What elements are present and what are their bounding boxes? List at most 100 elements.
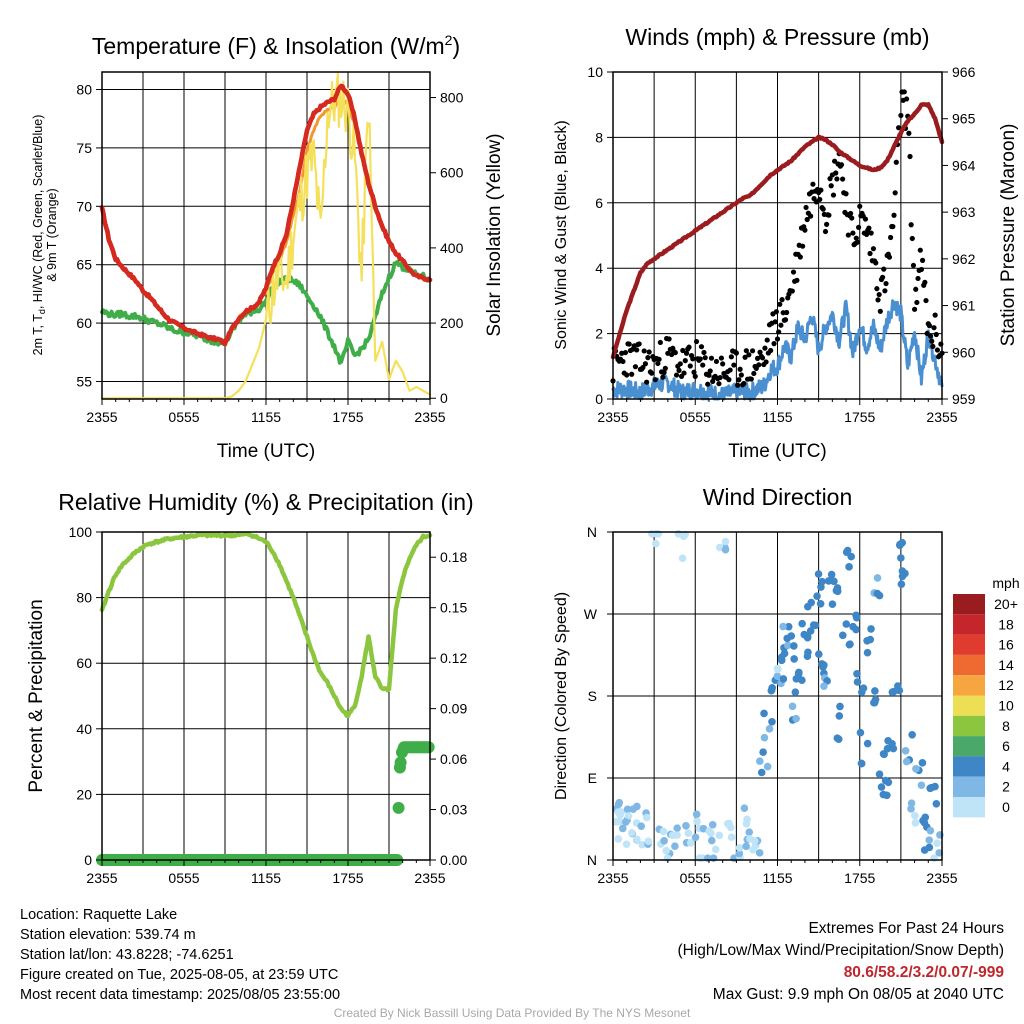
gust-point xyxy=(727,367,733,373)
x-tick-label: 2355 xyxy=(597,409,628,425)
direction-point xyxy=(813,592,821,600)
direction-point xyxy=(790,655,798,663)
gust-point xyxy=(797,254,803,260)
gust-point xyxy=(764,337,770,343)
direction-point xyxy=(849,622,857,631)
gust-point xyxy=(833,170,839,176)
direction-point xyxy=(763,762,772,771)
legend-swatch xyxy=(953,715,985,737)
direction-point xyxy=(838,631,847,640)
direction-point xyxy=(911,819,920,827)
direction-point xyxy=(883,791,891,800)
gust-point xyxy=(693,338,700,345)
x-axis-label: Time (UTC) xyxy=(217,441,316,462)
direction-point xyxy=(917,781,926,790)
gust-point xyxy=(818,187,824,193)
x-tick-label: 0555 xyxy=(680,409,711,425)
gust-point xyxy=(718,355,725,361)
series-td-line xyxy=(100,260,432,365)
gust-point xyxy=(898,112,904,119)
chart-title: Temperature (F) & Insolation (W/m2) xyxy=(92,32,460,59)
x-tick-label: 2355 xyxy=(86,409,117,425)
direction-point xyxy=(930,854,938,862)
max-gust-text: Max Gust: 9.9 mph On 08/05 at 2040 UTC xyxy=(712,986,1004,1003)
y2-tick-label: 0.00 xyxy=(440,852,467,868)
direction-point xyxy=(834,735,843,743)
direction-point xyxy=(682,822,690,830)
direction-point xyxy=(788,702,797,711)
x-tick-label: 1155 xyxy=(762,870,792,886)
gust-point xyxy=(634,347,640,353)
direction-point xyxy=(795,668,803,677)
y-tick-label: N xyxy=(587,852,597,868)
x-tick-label: 0555 xyxy=(680,870,711,886)
gust-point xyxy=(790,269,797,275)
y-tick-label: S xyxy=(588,688,597,704)
direction-point xyxy=(711,845,720,854)
gust-point xyxy=(705,381,711,387)
legend-label: 14 xyxy=(998,657,1014,673)
direction-point xyxy=(638,840,646,849)
y2-tick-label: 960 xyxy=(952,344,976,360)
direction-point xyxy=(853,678,862,686)
gust-point xyxy=(824,221,830,227)
direction-point xyxy=(779,675,788,683)
gust-point xyxy=(741,380,747,387)
gust-point xyxy=(681,370,687,376)
gust-point xyxy=(660,374,666,380)
y2-tick-label: 966 xyxy=(952,64,976,80)
gust-point xyxy=(622,349,629,356)
direction-point xyxy=(907,799,916,807)
gust-point xyxy=(702,355,708,361)
y-tick-label: 70 xyxy=(76,198,92,214)
direction-point xyxy=(932,800,941,808)
direction-point xyxy=(809,621,818,629)
gust-point xyxy=(763,359,769,365)
gust-point xyxy=(757,349,763,355)
gust-point xyxy=(652,377,658,383)
gust-point xyxy=(913,286,919,292)
legend-title: mph xyxy=(992,575,1019,591)
y2-tick-label: 965 xyxy=(952,111,976,127)
direction-point xyxy=(870,698,878,707)
y-tick-label: 65 xyxy=(76,257,92,273)
gust-point xyxy=(840,176,846,182)
direction-point xyxy=(931,782,939,791)
gust-point xyxy=(803,204,809,211)
chart-title: Winds (mph) & Pressure (mb) xyxy=(625,24,929,50)
direction-point xyxy=(757,768,766,777)
direction-point xyxy=(678,554,687,563)
y2-tick-label: 0.03 xyxy=(440,802,467,818)
direction-point xyxy=(871,687,879,695)
direction-point xyxy=(918,759,927,767)
series-relative-humidity-line xyxy=(99,531,433,719)
gust-point xyxy=(822,228,829,235)
direction-point xyxy=(867,625,875,633)
gust-point xyxy=(726,377,732,383)
gust-point xyxy=(698,344,705,350)
legend-label: 6 xyxy=(1002,738,1010,754)
direction-point xyxy=(901,747,910,755)
series-2m-t-line xyxy=(99,83,433,347)
direction-point xyxy=(907,805,915,813)
direction-point xyxy=(883,744,892,753)
gust-point xyxy=(876,291,882,298)
legend-label: 4 xyxy=(1002,758,1010,774)
gust-point xyxy=(895,125,902,131)
gust-point xyxy=(736,377,742,383)
direction-point xyxy=(652,530,660,538)
direction-point xyxy=(807,598,816,607)
direction-point xyxy=(659,827,668,836)
y-tick-label: E xyxy=(588,770,597,786)
gust-point xyxy=(830,192,837,198)
direction-point xyxy=(908,730,916,739)
direction-point xyxy=(693,817,701,826)
gust-point xyxy=(646,349,652,355)
gust-point xyxy=(642,361,649,367)
x-tick-label: 1155 xyxy=(762,409,792,425)
gust-point xyxy=(929,338,935,344)
direction-point xyxy=(853,670,861,678)
legend-swatch xyxy=(953,634,985,655)
gust-point xyxy=(832,158,838,164)
extremes-title: Extremes For Past 24 Hours xyxy=(808,920,1004,937)
